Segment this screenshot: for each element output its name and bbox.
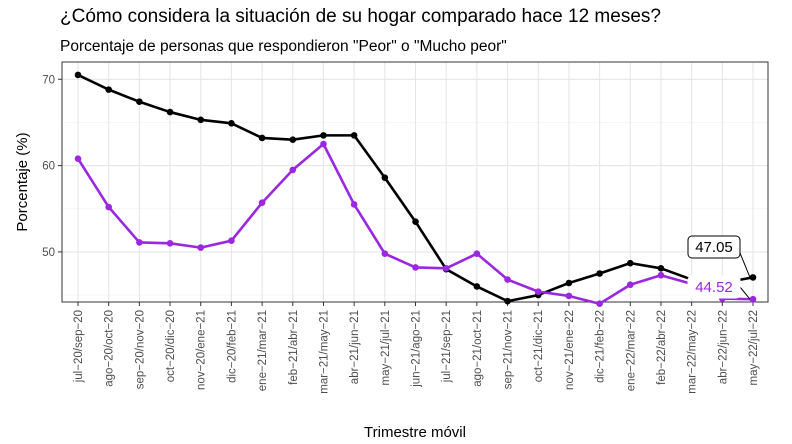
data-point (473, 283, 481, 290)
data-point (749, 295, 757, 303)
data-point (289, 166, 297, 174)
data-point (136, 98, 143, 106)
x-tick-label: dic−20/feb−21 (226, 310, 238, 383)
x-axis-title: Trimestre móvil (364, 424, 466, 441)
data-point (504, 297, 511, 305)
x-axis: jul−20/sep−20 ago−20/oct−20 sep−20/nov−20 o… (73, 302, 760, 394)
value-label: 44.52 (695, 279, 733, 296)
x-tick-label: feb−21/abr−21 (288, 310, 300, 385)
data-point (565, 279, 573, 287)
data-point (749, 274, 757, 281)
data-point (381, 174, 389, 181)
x-tick-label: sep−21/nov−21 (503, 310, 515, 389)
data-point (442, 265, 450, 272)
chart-title: ¿Cómo considera la situación de su hogar… (60, 6, 661, 27)
x-tick-label: jul−20/sep−20 (73, 310, 85, 383)
data-point (289, 136, 297, 143)
data-point (504, 276, 511, 283)
data-point (136, 239, 143, 246)
data-point (596, 270, 603, 277)
data-point (565, 292, 573, 300)
end-labels: 47.05 44.52 (687, 235, 751, 300)
data-point (657, 265, 665, 272)
data-point (74, 71, 82, 79)
data-point (105, 86, 112, 93)
x-tick-label: oct−21/dic−21 (533, 310, 545, 382)
data-point (320, 140, 327, 148)
value-label: 47.05 (695, 239, 733, 256)
data-point (412, 264, 419, 271)
data-point (166, 108, 174, 116)
data-point (626, 281, 634, 289)
y-axis: 50 60 70 (42, 74, 62, 259)
x-tick-label: abr−22/jun−22 (717, 310, 729, 384)
data-point (412, 218, 419, 226)
data-point (626, 259, 634, 267)
x-tick-label: abr−21/jun−21 (349, 310, 361, 384)
series-layer (74, 71, 757, 308)
data-point (258, 199, 266, 207)
x-tick-label: mar−21/may−21 (318, 310, 330, 394)
x-tick-label: ene−21/mar−21 (257, 310, 269, 391)
data-point (534, 288, 542, 295)
data-point (228, 237, 235, 245)
data-point (197, 116, 205, 124)
data-point (657, 271, 665, 279)
x-tick-label: oct−20/dic−20 (165, 310, 177, 382)
x-tick-label: nov−20/ene−21 (196, 310, 208, 390)
data-point (320, 132, 327, 139)
data-point (350, 132, 358, 139)
y-tick-label: 60 (42, 161, 55, 173)
data-point (350, 201, 358, 208)
data-point (74, 155, 82, 162)
data-point (381, 250, 389, 257)
x-tick-label: jul−21/sep−21 (441, 310, 453, 383)
y-tick-label: 70 (42, 74, 55, 86)
x-tick-label: ago−20/oct−20 (104, 310, 116, 387)
x-tick-label: ago−21/oct−21 (472, 310, 484, 387)
data-point (105, 203, 112, 211)
data-point (258, 134, 266, 142)
label-connector (739, 252, 751, 278)
x-tick-label: may−22/jul−22 (748, 310, 760, 385)
x-tick-label: dic−21/feb−22 (595, 310, 607, 383)
x-tick-label: nov−21/ene−22 (564, 310, 576, 390)
value-label-box (687, 235, 741, 259)
x-tick-label: may−21/jul−21 (380, 310, 392, 385)
y-axis-title: Porcentaje (%) (14, 132, 31, 231)
data-point (228, 119, 235, 127)
data-point (473, 250, 481, 257)
value-label-box (687, 275, 741, 299)
x-tick-label: mar−22/may−22 (687, 310, 699, 394)
y-tick-label: 50 (42, 247, 55, 259)
x-tick-label: ene−22/mar−22 (625, 310, 637, 391)
chart-subtitle: Porcentaje de personas que respondieron … (60, 38, 507, 55)
x-tick-label: sep−20/nov−20 (134, 310, 146, 389)
data-point (166, 239, 174, 247)
data-point (596, 300, 603, 308)
data-point (197, 244, 205, 251)
grid (62, 62, 768, 302)
x-tick-label: jun−21/ago−21 (411, 310, 423, 388)
label-connector (739, 286, 751, 300)
x-tick-label: feb−22/abr−22 (656, 310, 668, 385)
